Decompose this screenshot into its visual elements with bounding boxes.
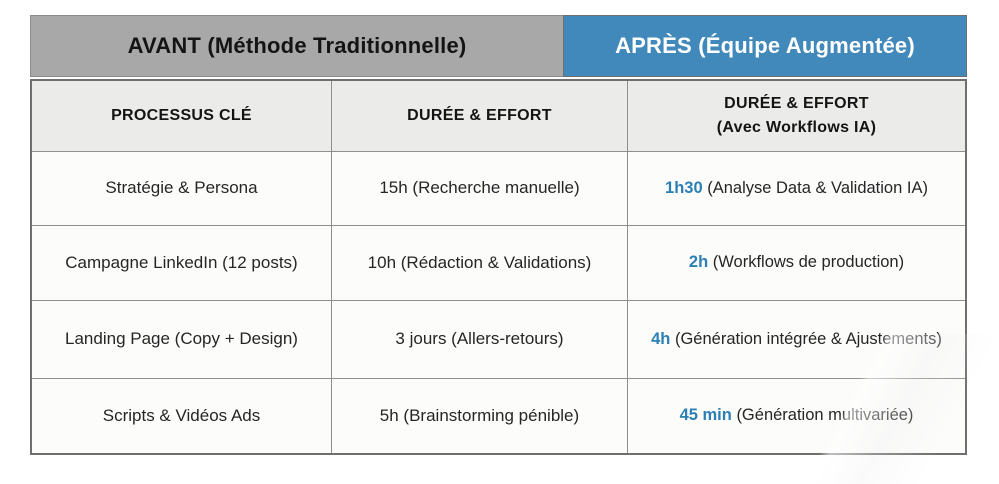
table-row-3-process: Landing Page (Copy + Design) — [32, 300, 331, 378]
column-header-process: PROCESSUS CLÉ — [32, 81, 331, 151]
header-avant-label: AVANT (Méthode Traditionnelle) — [127, 33, 467, 58]
after-value-group: 2h (Workflows de production) — [689, 251, 904, 275]
column-header-duration-after: DURÉE & EFFORT (Avec Workflows IA) — [627, 81, 965, 151]
table-row-2-before: 10h (Rédaction & Validations) — [331, 225, 627, 300]
after-description: (Analyse Data & Validation IA) — [707, 178, 928, 197]
after-duration: 45 min — [679, 406, 732, 425]
column-header-duration-before: DURÉE & EFFORT — [331, 81, 627, 151]
header-band: AVANT (Méthode Traditionnelle) APRÈS (Éq… — [30, 15, 967, 77]
table-row-1-before: 15h (Recherche manuelle) — [331, 151, 627, 225]
column-header-duration-before-label: DURÉE & EFFORT — [407, 107, 552, 124]
after-value-group: 4h (Génération intégrée & Ajustements) — [651, 328, 942, 352]
after-duration: 4h — [651, 329, 671, 348]
table-row-4-before: 5h (Brainstorming pénible) — [331, 378, 627, 453]
table-row-4-process: Scripts & Vidéos Ads — [32, 378, 331, 453]
table-row-4-after: 45 min (Génération multivariée) — [627, 378, 965, 453]
process-label: Campagne LinkedIn (12 posts) — [65, 252, 298, 272]
column-header-duration-after-line2: (Avec Workflows IA) — [716, 119, 877, 136]
header-apres: APRÈS (Équipe Augmentée) — [563, 15, 967, 77]
after-description: (Génération multivariée) — [736, 406, 914, 425]
before-value: 5h (Brainstorming pénible) — [379, 405, 580, 425]
process-label: Stratégie & Persona — [105, 178, 258, 198]
header-avant: AVANT (Méthode Traditionnelle) — [30, 15, 563, 77]
comparison-table: AVANT (Méthode Traditionnelle) APRÈS (Éq… — [30, 15, 967, 455]
column-header-duration-after-line1: DURÉE & EFFORT — [724, 95, 869, 112]
table-row-3-after: 4h (Génération intégrée & Ajustements) — [627, 300, 965, 378]
after-value-group: 1h30 (Analyse Data & Validation IA) — [665, 177, 928, 201]
before-value: 3 jours (Allers-retours) — [395, 329, 564, 349]
after-duration: 2h — [688, 253, 709, 272]
table-row-3-before: 3 jours (Allers-retours) — [331, 300, 627, 378]
after-description: (Workflows de production) — [712, 253, 905, 272]
table-row-2-after: 2h (Workflows de production) — [627, 225, 965, 300]
table-row-2-process: Campagne LinkedIn (12 posts) — [32, 225, 331, 300]
process-table: PROCESSUS CLÉ DURÉE & EFFORT DURÉE & EFF… — [30, 79, 967, 455]
header-apres-label: APRÈS (Équipe Augmentée) — [615, 33, 915, 58]
process-label: Scripts & Vidéos Ads — [102, 405, 261, 425]
before-value: 10h (Rédaction & Validations) — [367, 252, 592, 272]
process-label: Landing Page (Copy + Design) — [65, 329, 298, 349]
table-row-1-after: 1h30 (Analyse Data & Validation IA) — [627, 151, 965, 225]
table-row-1-process: Stratégie & Persona — [32, 151, 331, 225]
after-value-group: 45 min (Génération multivariée) — [680, 404, 914, 428]
column-header-process-label: PROCESSUS CLÉ — [111, 107, 252, 124]
after-description: (Génération intégrée & Ajustements) — [674, 329, 942, 348]
column-header-duration-after-label: DURÉE & EFFORT (Avec Workflows IA) — [717, 92, 877, 140]
after-duration: 1h30 — [665, 178, 703, 197]
before-value: 15h (Recherche manuelle) — [379, 178, 580, 198]
